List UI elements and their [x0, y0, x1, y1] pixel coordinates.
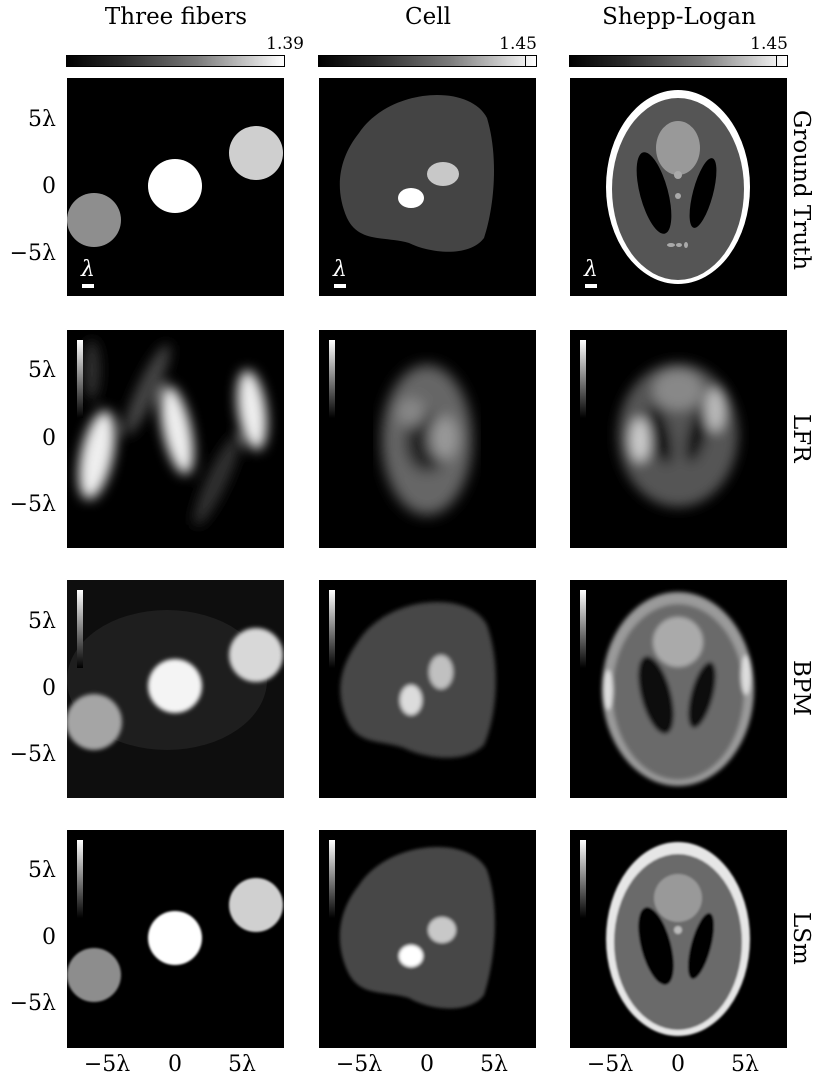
panel-three-fibers-bpm [67, 580, 284, 798]
y-tick-label: −5λ [9, 991, 56, 1016]
mini-colorbar [580, 840, 586, 918]
x-tick-label: 0 [420, 1052, 434, 1077]
row-label-ground-truth: Ground Truth [788, 110, 814, 271]
y-tick-label: 5λ [28, 107, 56, 132]
x-tick-label: −5λ [586, 1052, 634, 1077]
x-tick-label: 5λ [731, 1052, 759, 1077]
colorbar-max-cell: 1.45 [499, 34, 537, 54]
mini-colorbar [77, 840, 83, 918]
scale-bar [334, 284, 346, 288]
scale-bar [82, 284, 94, 288]
scale-bar [585, 284, 597, 288]
panel-cell-lfr [319, 330, 536, 548]
y-tick-label: 0 [42, 925, 56, 950]
y-tick-label: −5λ [9, 742, 56, 767]
colorbar-cell [318, 55, 537, 67]
x-tick-label: −5λ [83, 1052, 131, 1077]
panel-shepp-logan-lsm [570, 830, 787, 1048]
column-title-shepp-logan: Shepp-Logan [602, 4, 756, 30]
mini-colorbar [329, 590, 335, 668]
panel-shepp-logan-ground-truth: λ [570, 78, 787, 296]
colorbar-three-fibers [66, 55, 285, 67]
scale-bar-label: λ [333, 257, 347, 282]
panel-three-fibers-ground-truth: λ [67, 78, 284, 296]
x-tick-label: 5λ [228, 1052, 256, 1077]
x-tick-label: 5λ [480, 1052, 508, 1077]
mini-colorbar [580, 590, 586, 668]
panel-cell-bpm [319, 580, 536, 798]
row-label-bpm: BPM [788, 660, 814, 716]
y-tick-label: 0 [42, 426, 56, 451]
y-tick-label: 0 [42, 676, 56, 701]
scale-bar-label: λ [81, 257, 95, 282]
column-title-cell: Cell [405, 4, 451, 30]
y-tick-label: −5λ [9, 241, 56, 266]
x-tick-label: −5λ [335, 1052, 383, 1077]
mini-colorbar [580, 340, 586, 418]
mini-colorbar [329, 840, 335, 918]
y-tick-label: 5λ [28, 858, 56, 883]
panel-shepp-logan-lfr [570, 330, 787, 548]
x-tick-label: 0 [168, 1052, 182, 1077]
row-label-lfr: LFR [788, 414, 814, 463]
panel-three-fibers-lfr [67, 330, 284, 548]
colorbar-max-three-fibers: 1.39 [266, 34, 304, 54]
x-tick-label: 0 [671, 1052, 685, 1077]
colorbar-max-shepp-logan: 1.45 [750, 34, 788, 54]
y-tick-label: 5λ [28, 358, 56, 383]
y-tick-label: 5λ [28, 609, 56, 634]
colorbar-shepp-logan [569, 55, 788, 67]
panel-shepp-logan-bpm [570, 580, 787, 798]
panel-cell-ground-truth: λ [319, 78, 536, 296]
mini-colorbar [77, 590, 83, 668]
panel-three-fibers-lsm [67, 830, 284, 1048]
panel-cell-lsm [319, 830, 536, 1048]
y-tick-label: −5λ [9, 492, 56, 517]
mini-colorbar [329, 340, 335, 418]
column-title-three-fibers: Three fibers [104, 4, 248, 30]
scale-bar-label: λ [584, 257, 598, 282]
row-label-lsm: LSm [788, 912, 814, 965]
mini-colorbar [77, 340, 83, 418]
y-tick-label: 0 [42, 174, 56, 199]
